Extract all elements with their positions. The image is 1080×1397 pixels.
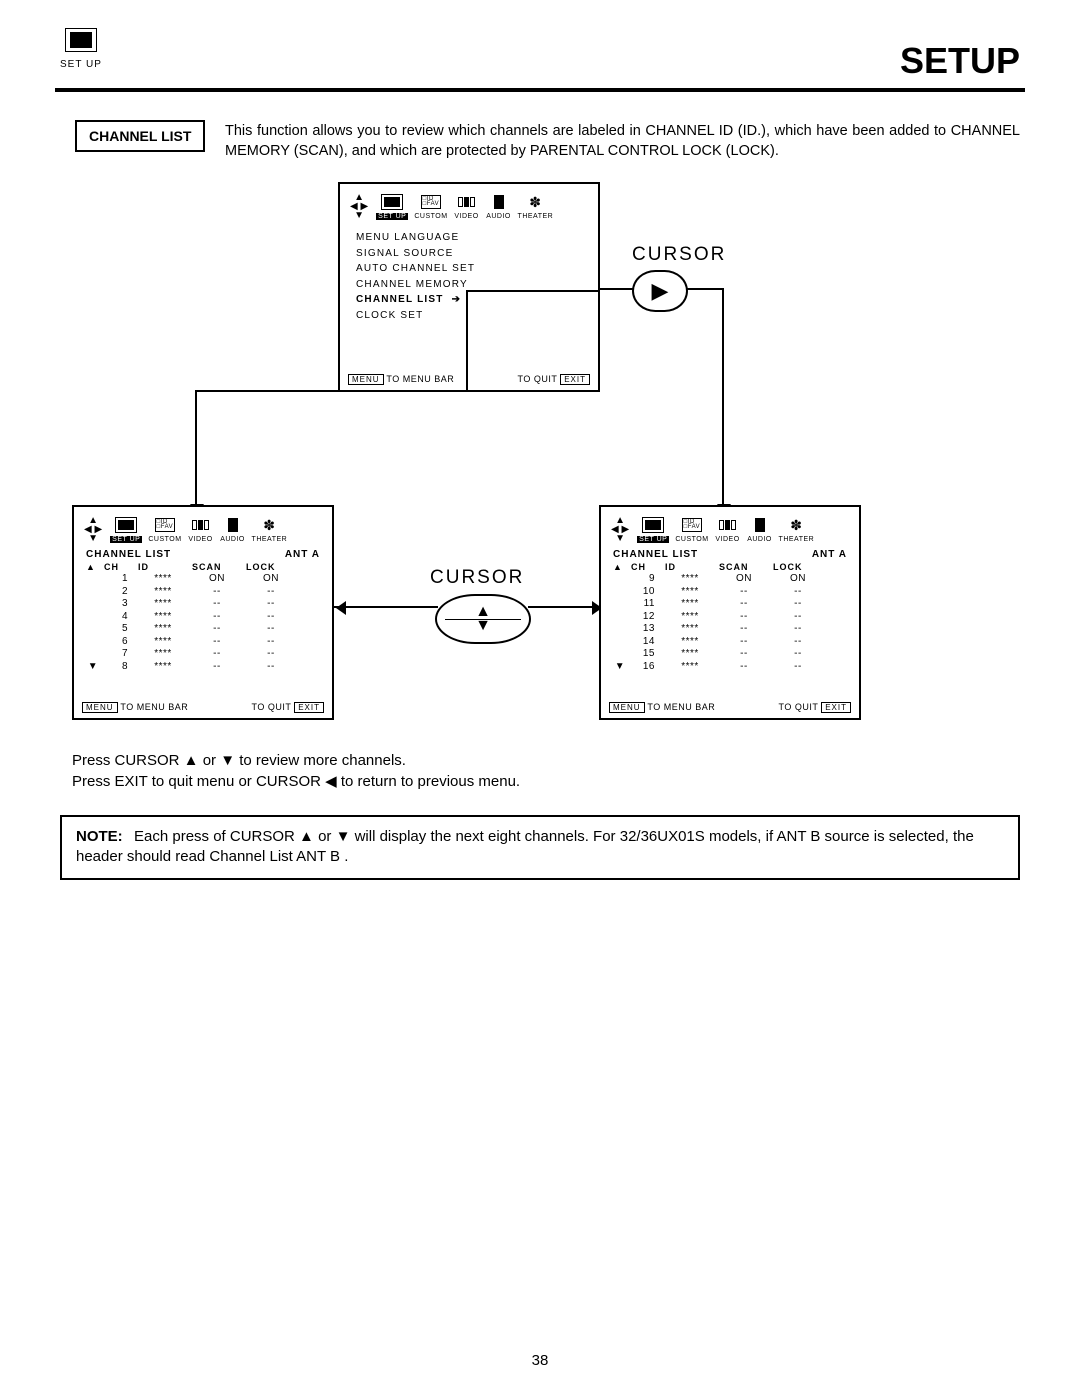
osd-footer: MENU TO MENU BAR TO QUIT EXIT [609, 702, 851, 712]
table-row: 9****ONON [613, 573, 849, 586]
setup-header-label: SET UP [60, 59, 102, 70]
chlist-title: CHANNEL LIST [613, 549, 698, 560]
note-label: NOTE: [76, 827, 134, 847]
exit-keycap: EXIT [294, 702, 324, 713]
section-intro: This function allows you to review which… [225, 122, 1020, 161]
connector-line [528, 606, 602, 608]
chlist-cols: ▲CHIDSCANLOCK [613, 562, 847, 572]
connector-line [466, 290, 600, 292]
table-row: 5****---- [86, 623, 322, 636]
table-row: 15****---- [613, 648, 849, 661]
tab-custom: □ID□FAVCUSTOM [414, 192, 447, 220]
chlist-ant: ANT A [285, 549, 320, 560]
table-row: 6****---- [86, 636, 322, 649]
note-text: Each press of CURSOR ▲ or ▼ will display… [76, 828, 974, 865]
tab-audio: AUDIO [220, 515, 246, 543]
item-auto-channel-set: AUTO CHANNEL SET [356, 261, 588, 277]
chlist-rows: 9****ONON10****----11****----12****----1… [611, 573, 849, 673]
connector-line [195, 390, 468, 392]
connector-line [332, 606, 438, 608]
chlist-ant: ANT A [812, 549, 847, 560]
cursor-right-label: CURSOR [632, 244, 726, 266]
chlist-title: CHANNEL LIST [86, 549, 171, 560]
tab-theater: ✽THEATER [252, 515, 288, 543]
tab-video: VIDEO [715, 515, 741, 543]
item-channel-list: CHANNEL LIST➔ [356, 292, 588, 308]
setup-header-icon: SET UP [60, 28, 102, 70]
tab-setup: SET UP [376, 192, 408, 220]
tab-custom: □ID□FAVCUSTOM [148, 515, 181, 543]
tab-theater: ✽THEATER [518, 192, 554, 220]
tab-audio: AUDIO [747, 515, 773, 543]
arrow-right-icon [336, 601, 346, 615]
nav-arrows-icon: ▲◀ ▶▼ [611, 516, 629, 543]
tab-setup: SET UP [637, 515, 669, 543]
instructions: Press CURSOR ▲ or ▼ to review more chann… [72, 750, 520, 792]
setup-menu-list: MENU LANGUAGE SIGNAL SOURCE AUTO CHANNEL… [356, 230, 588, 323]
table-row: 4****---- [86, 611, 322, 624]
table-row: 10****---- [613, 586, 849, 599]
page-title: SETUP [900, 40, 1020, 82]
table-row: ▼8****---- [86, 661, 322, 674]
tab-video: VIDEO [188, 515, 214, 543]
osd-setup-menu: ▲◀ ▶▼ SET UP □ID□FAVCUSTOM VIDEO AUDIO ✽… [338, 182, 600, 392]
table-row: 14****---- [613, 636, 849, 649]
tv-icon [65, 28, 97, 52]
menu-tabs: ▲◀ ▶▼ SET UP □ID□FAVCUSTOM VIDEO AUDIO ✽… [84, 515, 322, 543]
nav-arrows-icon: ▲◀ ▶▼ [84, 516, 102, 543]
tab-video: VIDEO [454, 192, 480, 220]
menu-keycap: MENU [348, 374, 384, 385]
cursor-right-icon: ▶ [632, 270, 688, 312]
table-row: 12****---- [613, 611, 849, 624]
tab-theater: ✽THEATER [779, 515, 815, 543]
connector-line [466, 290, 468, 392]
exit-keycap: EXIT [560, 374, 590, 385]
table-row: 2****---- [86, 586, 322, 599]
title-rule [55, 88, 1025, 92]
connector-line [195, 390, 197, 507]
exit-keycap: EXIT [821, 702, 851, 713]
osd-footer: MENU TO MENU BAR TO QUIT EXIT [348, 374, 590, 384]
osd-channel-list-page2: ▲◀ ▶▼ SET UP □ID□FAVCUSTOM VIDEO AUDIO ✽… [599, 505, 861, 720]
instruction-line: Press CURSOR ▲ or ▼ to review more chann… [72, 750, 520, 771]
table-row: 13****---- [613, 623, 849, 636]
table-row: ▼16****---- [613, 661, 849, 674]
section-label: CHANNEL LIST [75, 120, 205, 152]
nav-arrows-icon: ▲◀ ▶▼ [350, 193, 368, 220]
tab-audio: AUDIO [486, 192, 512, 220]
connector-line [686, 288, 724, 290]
cursor-updown-label: CURSOR [430, 567, 524, 589]
arrow-right-icon: ➔ [452, 292, 462, 308]
item-signal-source: SIGNAL SOURCE [356, 246, 588, 262]
page-number: 38 [0, 1352, 1080, 1369]
connector-line [598, 288, 634, 290]
tab-custom: □ID□FAVCUSTOM [675, 515, 708, 543]
menu-keycap: MENU [609, 702, 645, 713]
menu-tabs: ▲◀ ▶▼ SET UP □ID□FAVCUSTOM VIDEO AUDIO ✽… [350, 192, 588, 220]
table-row: 11****---- [613, 598, 849, 611]
note-box: NOTE:Each press of CURSOR ▲ or ▼ will di… [60, 815, 1020, 880]
chlist-rows: 1****ONON2****----3****----4****----5***… [84, 573, 322, 673]
table-row: 1****ONON [86, 573, 322, 586]
menu-keycap: MENU [82, 702, 118, 713]
tab-setup: SET UP [110, 515, 142, 543]
item-menu-language: MENU LANGUAGE [356, 230, 588, 246]
table-row: 7****---- [86, 648, 322, 661]
osd-channel-list-page1: ▲◀ ▶▼ SET UP □ID□FAVCUSTOM VIDEO AUDIO ✽… [72, 505, 334, 720]
item-clock-set: CLOCK SET [356, 308, 588, 324]
table-row: 3****---- [86, 598, 322, 611]
osd-footer: MENU TO MENU BAR TO QUIT EXIT [82, 702, 324, 712]
menu-tabs: ▲◀ ▶▼ SET UP □ID□FAVCUSTOM VIDEO AUDIO ✽… [611, 515, 849, 543]
cursor-updown-icon: ▲▼ [435, 594, 531, 644]
chlist-cols: ▲CHIDSCANLOCK [86, 562, 320, 572]
instruction-line: Press EXIT to quit menu or CURSOR ◀ to r… [72, 771, 520, 792]
